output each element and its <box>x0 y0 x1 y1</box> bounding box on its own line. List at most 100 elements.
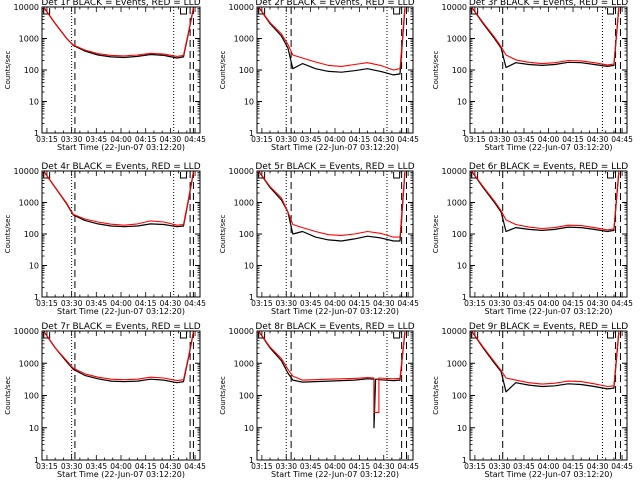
x-tick-label: 04:45 <box>611 135 633 144</box>
x-tick-label: 04:15 <box>562 462 584 471</box>
y-tick-label: 10 <box>29 262 39 271</box>
events-series-line <box>258 6 406 76</box>
plot-frame <box>256 330 414 461</box>
y-tick-label: 10 <box>244 98 254 107</box>
interval-bracket-end <box>607 172 615 179</box>
y-axis-label: Counts/sec <box>4 215 12 254</box>
lld-series-line <box>471 330 620 388</box>
x-tick-label: 04:30 <box>160 135 182 144</box>
x-tick-label: 03:45 <box>86 299 108 308</box>
y-axis-label: Counts/sec <box>432 215 440 254</box>
x-tick-label: 03:30 <box>61 299 83 308</box>
x-tick-label: 03:30 <box>489 135 511 144</box>
y-tick-label: 10000 <box>442 3 467 12</box>
y-tick-label: 1 <box>34 129 39 138</box>
y-tick-label: 1 <box>249 293 254 302</box>
y-tick-label: 1 <box>249 129 254 138</box>
x-tick-label: 03:15 <box>251 135 273 144</box>
x-tick-label: 03:45 <box>86 135 108 144</box>
interval-bracket-end <box>393 172 401 179</box>
y-axis-label: Counts/sec <box>219 51 227 90</box>
x-tick-label: 03:15 <box>464 135 486 144</box>
x-tick-label: 04:30 <box>160 299 182 308</box>
x-tick-label: 03:30 <box>489 299 511 308</box>
panel-title: Det 9r BLACK = Events, RED = LLD <box>469 322 628 332</box>
plot-frame <box>256 170 414 298</box>
events-series-line <box>43 330 194 384</box>
x-tick-label: 03:45 <box>300 299 322 308</box>
y-tick-label: 1 <box>34 456 39 465</box>
plot-frame <box>41 170 201 298</box>
plot-frame <box>41 330 201 461</box>
y-axis-label: Counts/sec <box>4 376 12 415</box>
x-tick-label: 03:45 <box>300 462 322 471</box>
y-tick-label: 10000 <box>229 3 254 12</box>
y-tick-label: 10 <box>457 262 467 271</box>
y-tick-label: 10000 <box>14 167 39 176</box>
events-series-line <box>471 170 620 233</box>
y-axis-label: Counts/sec <box>219 215 227 254</box>
y-tick-label: 1000 <box>234 35 254 44</box>
panel-8: Det 8r BLACK = Events, RED = LLD Counts/s… <box>219 322 419 479</box>
panel-title: Det 3r BLACK = Events, RED = LLD <box>469 0 628 8</box>
y-tick-label: 10 <box>457 98 467 107</box>
y-axis-label: Counts/sec <box>219 376 227 415</box>
x-tick-label: 04:30 <box>160 462 182 471</box>
lld-series-line <box>43 330 194 382</box>
panel-title: Det 6r BLACK = Events, RED = LLD <box>469 162 628 172</box>
x-tick-label: 03:45 <box>513 299 535 308</box>
plot-frame <box>256 6 414 134</box>
y-tick-label: 100 <box>24 66 39 75</box>
y-tick-label: 100 <box>239 230 254 239</box>
x-tick-label: 04:00 <box>538 299 560 308</box>
y-tick-label: 1000 <box>447 199 467 208</box>
panel-title: Det 2r BLACK = Events, RED = LLD <box>255 0 414 8</box>
x-axis-label: Start Time (22-Jun-07 03:12:20) <box>485 143 613 152</box>
x-tick-label: 03:30 <box>61 135 83 144</box>
events-series-line <box>471 6 620 69</box>
x-axis-label: Start Time (22-Jun-07 03:12:20) <box>485 470 613 479</box>
x-tick-label: 04:15 <box>562 299 584 308</box>
events-series-line <box>43 170 194 228</box>
plot-frame <box>469 170 628 298</box>
x-tick-label: 03:45 <box>300 135 322 144</box>
panel-2: Det 2r BLACK = Events, RED = LLD Counts/s… <box>219 0 419 152</box>
x-tick-label: 04:30 <box>373 135 395 144</box>
interval-bracket-end <box>393 332 401 339</box>
y-tick-label: 1000 <box>234 199 254 208</box>
x-tick-label: 04:45 <box>397 135 419 144</box>
lld-series-line <box>258 330 406 413</box>
panel-5: Det 5r BLACK = Events, RED = LLD Counts/s… <box>219 162 419 316</box>
x-tick-label: 04:00 <box>110 299 132 308</box>
x-tick-label: 04:00 <box>324 299 346 308</box>
x-tick-label: 03:15 <box>464 299 486 308</box>
panel-3: Det 3r BLACK = Events, RED = LLD Counts/s… <box>432 0 633 152</box>
events-series-line <box>258 170 406 242</box>
y-tick-label: 100 <box>24 230 39 239</box>
plot-frame <box>41 6 201 134</box>
y-tick-label: 10 <box>457 424 467 433</box>
interval-bracket-start <box>258 332 266 339</box>
interval-bracket-start <box>471 172 479 179</box>
interval-bracket-start <box>258 8 266 15</box>
x-axis-label: Start Time (22-Jun-07 03:12:20) <box>485 307 613 316</box>
x-tick-label: 03:45 <box>86 462 108 471</box>
y-tick-label: 100 <box>452 230 467 239</box>
y-tick-label: 100 <box>239 392 254 401</box>
y-tick-label: 10000 <box>229 167 254 176</box>
x-tick-label: 04:45 <box>611 299 633 308</box>
lld-series-line <box>471 6 620 66</box>
x-tick-label: 03:15 <box>36 462 58 471</box>
x-tick-label: 04:15 <box>135 135 157 144</box>
x-tick-label: 04:45 <box>397 299 419 308</box>
y-axis-label: Counts/sec <box>432 376 440 415</box>
y-tick-label: 1 <box>462 456 467 465</box>
x-tick-label: 03:45 <box>513 462 535 471</box>
interval-bracket-start <box>258 172 266 179</box>
panel-title: Det 5r BLACK = Events, RED = LLD <box>255 162 414 172</box>
x-tick-label: 03:15 <box>251 299 273 308</box>
plot-frame <box>469 6 628 134</box>
interval-bracket-start <box>43 8 51 15</box>
y-tick-label: 10000 <box>14 3 39 12</box>
